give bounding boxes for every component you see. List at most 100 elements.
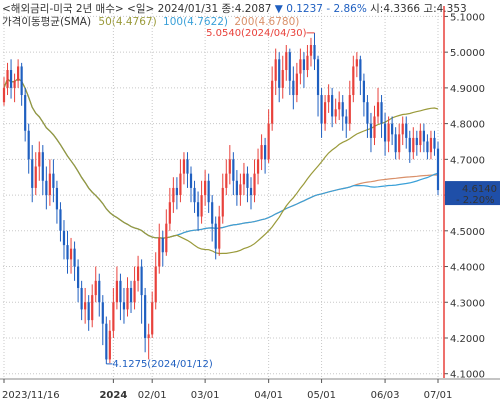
candle (48, 159, 51, 206)
candle (394, 127, 397, 160)
candle (295, 62, 298, 103)
candle (271, 66, 274, 131)
candle-body (84, 302, 87, 310)
candle (401, 116, 404, 146)
candle (84, 287, 87, 324)
candle-body (292, 80, 295, 96)
candle-body (302, 59, 306, 71)
candle (369, 112, 373, 153)
last-price-value: 4.6140 (462, 184, 497, 195)
candle (225, 159, 228, 196)
x-tick-label: 07/01 (424, 390, 453, 401)
candle (147, 323, 150, 360)
candle (221, 173, 224, 224)
candle-body (380, 102, 383, 124)
candle-body (323, 102, 327, 124)
annotations: 5.0540(2024/04/30) 4.1275(2024/01/12) (106, 28, 315, 370)
candle-body (200, 195, 203, 217)
candle-body (62, 230, 66, 246)
candle (186, 152, 189, 188)
candle-body (334, 109, 337, 117)
candle-body (408, 137, 411, 153)
candle-body (17, 66, 20, 81)
candle (398, 123, 401, 160)
candle (415, 130, 418, 156)
candle-body (331, 95, 334, 117)
candle-body (73, 248, 76, 267)
candle (133, 266, 136, 310)
candle-body (140, 266, 143, 296)
candle-body (391, 123, 394, 135)
candle-body (422, 130, 425, 142)
candle (151, 291, 154, 338)
moving-average-lines (3, 77, 439, 255)
candle (302, 52, 306, 88)
candle (433, 130, 436, 156)
x-axis: 2023/11/16 2024 02/01 03/01 04/01 05/01 06/03 0… (0, 378, 500, 401)
candle-body (341, 102, 344, 117)
candle (341, 95, 344, 131)
candle-body (387, 123, 390, 142)
candle (320, 87, 323, 138)
change-down-icon: ▼ (275, 3, 284, 15)
candle (144, 287, 147, 353)
candle-body (228, 159, 231, 174)
candle-body (383, 123, 387, 142)
candle (101, 295, 104, 346)
candle-body (13, 80, 16, 88)
candle (122, 287, 126, 324)
candle (182, 152, 186, 185)
candle-body (338, 102, 341, 110)
candle-body (221, 187, 224, 217)
candle (204, 170, 207, 206)
candle (242, 162, 246, 196)
legend-ma50: 50(4.4767) (98, 16, 156, 28)
candle-body (306, 55, 309, 71)
candle (359, 55, 362, 96)
header-date: 2024/01/31 (158, 3, 219, 15)
candle-body (327, 95, 330, 103)
candle-body (235, 180, 238, 196)
candle (267, 109, 270, 163)
candle (422, 123, 425, 153)
candle (323, 95, 327, 131)
x-tick-label: 06/03 (371, 390, 400, 401)
candle (309, 37, 313, 67)
candle-body (207, 180, 210, 203)
candle-body (158, 237, 161, 267)
x-tick-label: 03/01 (191, 390, 220, 401)
last-price-change: - 2.20% (456, 195, 495, 206)
candle-body (366, 102, 369, 124)
candle (306, 45, 309, 78)
candle (98, 273, 101, 317)
candle-body (274, 59, 277, 81)
candle-body (246, 173, 249, 188)
candle-body (196, 202, 200, 217)
candle-body (172, 187, 175, 203)
candle-body (355, 59, 358, 67)
candle-body (376, 102, 380, 117)
candle-body (91, 295, 94, 321)
candle (108, 320, 111, 363)
y-tick-label: 4.2000 (450, 334, 485, 345)
x-tick-label: 2024 (99, 390, 127, 401)
candle-body (52, 173, 55, 188)
candle (207, 173, 210, 213)
candle (366, 95, 369, 138)
candle (412, 127, 415, 160)
candle-body (249, 187, 253, 196)
legend-ma100: 100(4.7622) (163, 16, 228, 28)
candle-body (48, 173, 51, 196)
candle-body (115, 280, 119, 303)
header-title: <해외금리-미국 2년 매수> (2, 2, 124, 15)
candle-body (352, 66, 355, 96)
candle (115, 266, 119, 310)
candle-body (214, 223, 217, 249)
candle-body (189, 173, 193, 188)
candle-body (122, 302, 126, 310)
candle (2, 77, 6, 106)
candle (34, 152, 37, 196)
candle-body (278, 59, 281, 88)
candle (59, 202, 62, 242)
